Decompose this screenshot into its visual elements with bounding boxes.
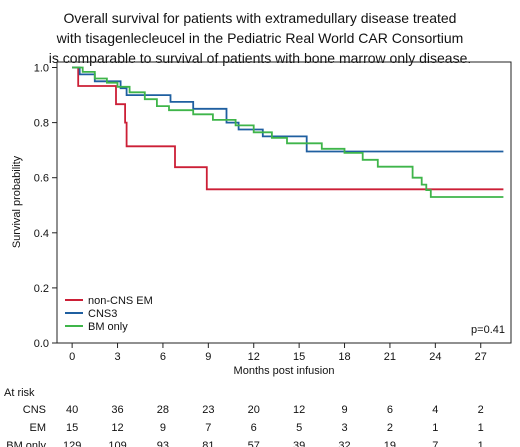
at-risk-cell: 12 (293, 404, 305, 416)
at-risk-cell: 40 (66, 404, 78, 416)
y-tick-label-4: 0.8 (34, 118, 49, 130)
at-risk-cell: 5 (296, 422, 302, 434)
x-tick-label-0: 0 (69, 351, 75, 363)
at-risk-cell: 1 (432, 422, 438, 434)
at-risk-cell: 32 (338, 440, 350, 447)
at-risk-cell: 7 (205, 422, 211, 434)
at-risk-cell: 2 (478, 404, 484, 416)
at-risk-cell: 20 (248, 404, 260, 416)
at-risk-cell: 7 (432, 440, 438, 447)
series-line-non-cns-em (72, 66, 504, 191)
legend-label-2: BM only (88, 321, 128, 333)
x-tick-label-3: 9 (205, 351, 211, 363)
at-risk-cell: 6 (251, 422, 257, 434)
at-risk-cell: 1 (478, 440, 484, 447)
title-line-2: with tisagenlecleucel in the Pediatric R… (56, 30, 464, 46)
at-risk-cell: 39 (293, 440, 305, 447)
x-tick-label-7: 21 (384, 351, 396, 363)
x-tick-label-1: 3 (114, 351, 120, 363)
p-value-annotation: p=0.41 (471, 324, 505, 336)
at-risk-cell: 57 (248, 440, 260, 447)
at-risk-cell: 129 (63, 440, 81, 447)
at-risk-cell: 93 (157, 440, 169, 447)
at-risk-cell: 19 (384, 440, 396, 447)
at-risk-cell: 9 (341, 404, 347, 416)
at-risk-cell: 36 (111, 404, 123, 416)
at-risk-group-0: CNS (23, 404, 46, 416)
x-tick-label-9: 27 (475, 351, 487, 363)
at-risk-cell: 3 (341, 422, 347, 434)
at-risk-cell: 6 (387, 404, 393, 416)
at-risk-cell: 81 (202, 440, 214, 447)
y-tick-label-2: 0.4 (34, 228, 49, 240)
plot-frame (56, 61, 512, 344)
legend-label-1: CNS3 (88, 308, 117, 320)
x-tick-label-8: 24 (429, 351, 441, 363)
x-tick-label-2: 6 (160, 351, 166, 363)
at-risk-cell: 28 (157, 404, 169, 416)
y-tick-label-3: 0.6 (34, 173, 49, 185)
at-risk-cell: 1 (478, 422, 484, 434)
x-tick-label-5: 15 (293, 351, 305, 363)
x-tick-label-6: 18 (338, 351, 350, 363)
y-tick-label-0: 0.0 (34, 338, 49, 350)
legend-label-0: non-CNS EM (88, 295, 153, 307)
at-risk-group-2: BM only (6, 440, 46, 447)
x-tick-label-4: 12 (248, 351, 260, 363)
at-risk-cell: 2 (387, 422, 393, 434)
at-risk-cell: 9 (160, 422, 166, 434)
y-axis: 0.0 0.2 0.4 0.6 0.8 1.0 (34, 63, 57, 350)
series-line-bm-only (72, 66, 504, 198)
at-risk-cell: 109 (108, 440, 126, 447)
y-tick-label-1: 0.2 (34, 283, 49, 295)
at-risk-cell: 15 (66, 422, 78, 434)
title-line-1: Overall survival for patients with extra… (63, 10, 457, 26)
y-tick-label-5: 1.0 (34, 63, 49, 75)
x-axis: 0 3 6 9 12 15 18 21 24 27 (69, 343, 487, 363)
survival-curves (72, 66, 504, 198)
at-risk-cell: 12 (111, 422, 123, 434)
at-risk-cell: 23 (202, 404, 214, 416)
at-risk-group-1: EM (30, 422, 47, 434)
at-risk-header: At risk (4, 387, 35, 399)
y-axis-title: Survival probability (11, 155, 23, 248)
at-risk-cell: 4 (432, 404, 438, 416)
x-axis-title: Months post infusion (234, 365, 335, 377)
